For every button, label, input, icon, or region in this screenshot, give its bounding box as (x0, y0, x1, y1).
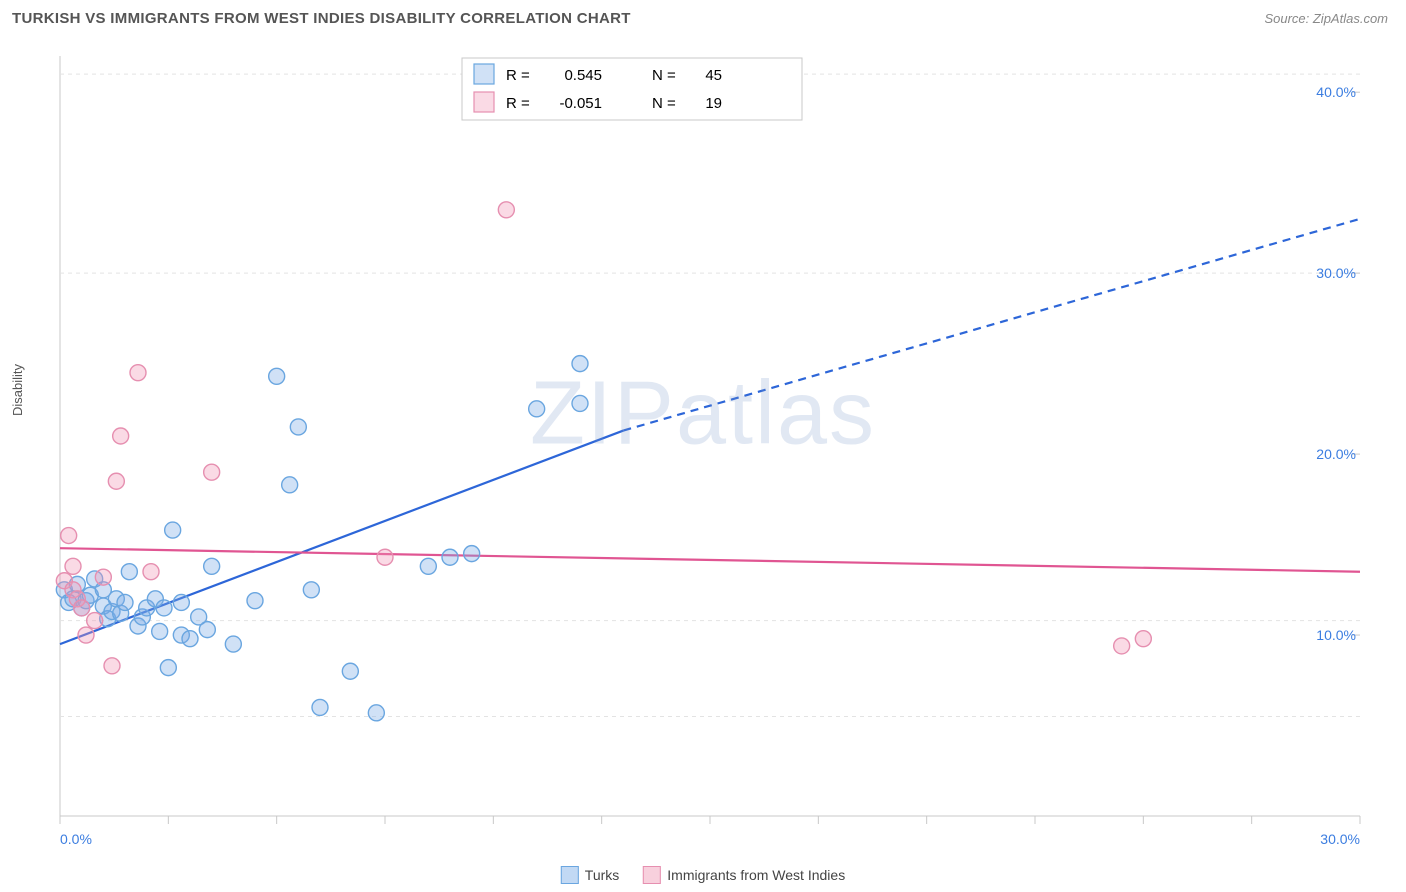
data-point-west-indies (377, 549, 393, 565)
data-point-turks (282, 477, 298, 493)
data-point-turks (464, 546, 480, 562)
data-point-turks (312, 699, 328, 715)
data-point-west-indies (87, 613, 103, 629)
data-point-west-indies (61, 528, 77, 544)
legend-swatch-turks (561, 866, 579, 884)
y-axis-label: Disability (10, 364, 25, 416)
data-point-turks (160, 660, 176, 676)
data-point-west-indies (104, 658, 120, 674)
r-legend-r-value: -0.051 (559, 95, 602, 112)
data-point-turks (342, 663, 358, 679)
r-legend-r-label: R = (506, 67, 530, 84)
data-point-turks (225, 636, 241, 652)
data-point-turks (121, 564, 137, 580)
data-point-turks (182, 631, 198, 647)
data-point-turks (199, 622, 215, 638)
data-point-turks (117, 594, 133, 610)
r-legend-r-value: 0.545 (564, 67, 602, 84)
data-point-turks (529, 401, 545, 417)
data-point-west-indies (95, 569, 111, 585)
chart-title: TURKISH VS IMMIGRANTS FROM WEST INDIES D… (12, 10, 631, 27)
y-tick-label: 10.0% (1316, 627, 1356, 643)
data-point-west-indies (78, 627, 94, 643)
data-point-west-indies (498, 202, 514, 218)
r-legend-n-label: N = (652, 95, 676, 112)
data-point-turks (204, 558, 220, 574)
y-tick-label: 40.0% (1316, 84, 1356, 100)
r-legend-n-value: 19 (705, 95, 722, 112)
data-point-turks (368, 705, 384, 721)
legend-swatch-west-indies (643, 866, 661, 884)
data-point-turks (247, 593, 263, 609)
data-point-turks (156, 600, 172, 616)
data-point-west-indies (113, 428, 129, 444)
data-point-west-indies (204, 464, 220, 480)
y-tick-label: 30.0% (1316, 265, 1356, 281)
data-point-west-indies (108, 473, 124, 489)
data-point-west-indies (130, 365, 146, 381)
data-point-turks (442, 549, 458, 565)
data-point-turks (173, 594, 189, 610)
r-legend-swatch-west-indies (474, 92, 494, 112)
data-point-turks (290, 419, 306, 435)
chart-area: Disability 0.0% 30.0% 10.0% 20.0% 30.0% 40.0%… (12, 40, 1394, 852)
data-point-turks (572, 356, 588, 372)
source-label: Source: ZipAtlas.com (1264, 11, 1388, 26)
data-point-west-indies (143, 564, 159, 580)
x-tick-label: 30.0% (1320, 831, 1360, 847)
data-point-turks (303, 582, 319, 598)
r-legend-r-label: R = (506, 95, 530, 112)
data-point-west-indies (1135, 631, 1151, 647)
data-point-turks (420, 558, 436, 574)
r-legend-n-label: N = (652, 67, 676, 84)
y-tick-label: 20.0% (1316, 446, 1356, 462)
header-bar: TURKISH VS IMMIGRANTS FROM WEST INDIES D… (0, 0, 1406, 33)
data-point-turks (572, 395, 588, 411)
data-point-turks (269, 368, 285, 384)
bottom-legend: Turks Immigrants from West Indies (561, 866, 845, 884)
data-point-west-indies (74, 600, 90, 616)
data-point-west-indies (1114, 638, 1130, 654)
r-legend-n-value: 45 (705, 67, 722, 84)
data-point-west-indies (65, 558, 81, 574)
legend-label-west-indies: Immigrants from West Indies (667, 867, 845, 883)
data-point-turks (165, 522, 181, 538)
legend-label-turks: Turks (585, 867, 619, 883)
x-tick-label: 0.0% (60, 831, 92, 847)
scatter-chart-svg: 0.0% 30.0% 10.0% 20.0% 30.0% 40.0% R = 0.545 N =… (12, 40, 1394, 852)
legend-item-turks: Turks (561, 866, 619, 884)
data-point-turks (152, 623, 168, 639)
legend-item-west-indies: Immigrants from West Indies (643, 866, 845, 884)
r-legend-swatch-turks (474, 64, 494, 84)
